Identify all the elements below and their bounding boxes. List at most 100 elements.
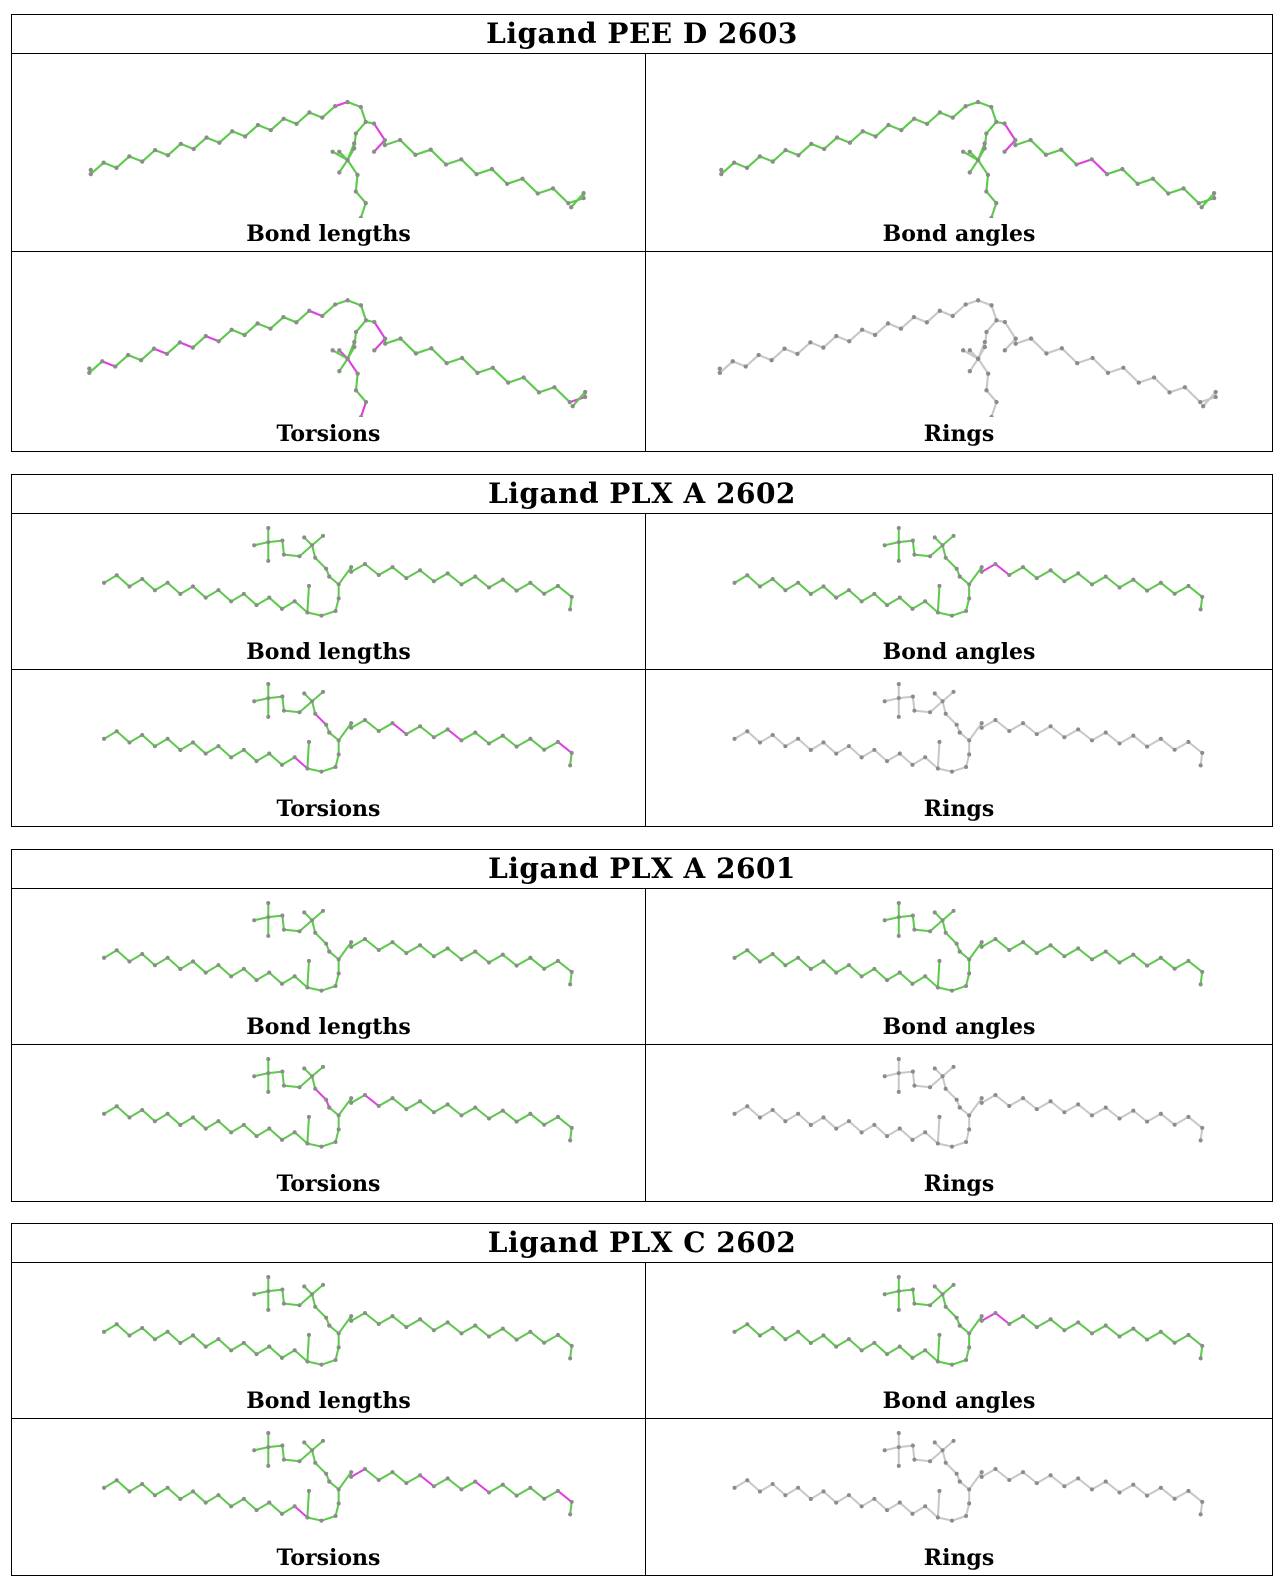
- bond: [1045, 347, 1063, 355]
- bond: [883, 916, 900, 922]
- atom: [555, 739, 560, 744]
- bond: [886, 322, 903, 330]
- atom: [834, 135, 840, 140]
- bond: [886, 752, 901, 763]
- bond: [1200, 192, 1216, 209]
- atom: [967, 752, 972, 757]
- atom: [178, 1122, 183, 1127]
- bond: [944, 556, 958, 570]
- bond: [522, 376, 541, 394]
- bond: [1035, 569, 1052, 580]
- bond: [757, 353, 773, 362]
- bond: [1199, 1500, 1204, 1516]
- bond: [320, 609, 337, 617]
- atom: [770, 1481, 775, 1487]
- bond: [298, 544, 314, 558]
- bond: [784, 149, 800, 157]
- atom: [404, 576, 409, 581]
- atom: [140, 951, 145, 957]
- atom: [418, 1099, 423, 1104]
- bond: [501, 578, 518, 592]
- atom: [745, 1478, 750, 1483]
- bond: [501, 1109, 518, 1123]
- atom: [1145, 963, 1150, 968]
- atom: [178, 1496, 183, 1501]
- bond: [823, 136, 839, 151]
- bond: [1199, 970, 1204, 986]
- molecule-diagram: [732, 1275, 1205, 1367]
- bond: [269, 316, 285, 330]
- bond: [809, 1490, 825, 1500]
- atom: [846, 744, 851, 749]
- atom: [100, 359, 105, 364]
- bond: [985, 190, 998, 205]
- bond: [256, 322, 272, 330]
- atom: [474, 172, 479, 177]
- bond: [515, 1112, 532, 1123]
- atom: [333, 764, 338, 770]
- atom: [732, 955, 737, 960]
- atom: [1103, 1105, 1108, 1110]
- bond: [487, 953, 504, 964]
- bond: [244, 123, 260, 138]
- atom: [217, 140, 222, 145]
- bond: [1063, 947, 1080, 958]
- atom: [964, 1357, 969, 1363]
- atom: [1200, 1125, 1205, 1130]
- bond: [311, 1075, 317, 1090]
- atom: [324, 1097, 329, 1102]
- atom: [821, 740, 826, 745]
- atom: [330, 348, 335, 353]
- atom: [1076, 1476, 1081, 1481]
- atom: [114, 1478, 119, 1483]
- bond: [306, 767, 323, 773]
- bond: [569, 595, 573, 611]
- bond: [311, 1293, 317, 1308]
- bond: [941, 690, 955, 703]
- atom: [949, 769, 954, 774]
- atom: [127, 1115, 132, 1120]
- atom: [371, 121, 377, 126]
- atom: [292, 1504, 297, 1509]
- atom: [568, 1138, 573, 1143]
- bond: [758, 577, 774, 588]
- atom: [783, 1337, 788, 1342]
- atom: [1213, 389, 1218, 395]
- atom: [1048, 1473, 1053, 1478]
- atom: [324, 722, 329, 727]
- bond: [980, 1468, 997, 1478]
- bond: [1063, 572, 1080, 583]
- bond: [985, 173, 990, 193]
- atom: [266, 1445, 271, 1450]
- bond: [898, 1345, 914, 1359]
- atom: [940, 543, 945, 548]
- atom: [896, 540, 901, 545]
- bond: [936, 1115, 941, 1145]
- atom: [872, 591, 877, 596]
- bond: [771, 733, 787, 748]
- atom: [376, 947, 381, 953]
- atom: [964, 983, 969, 989]
- panel-bond-lengths: Bond lengths: [12, 514, 646, 670]
- bond: [256, 123, 272, 132]
- bond: [1173, 740, 1190, 751]
- bond: [346, 299, 363, 307]
- bond: [1063, 1477, 1080, 1488]
- bond: [282, 928, 301, 933]
- bond: [311, 1283, 325, 1296]
- bond: [405, 1474, 422, 1485]
- bond: [306, 959, 310, 989]
- bond: [553, 386, 571, 404]
- atom: [376, 1477, 381, 1483]
- atom: [229, 1130, 234, 1135]
- atom: [732, 580, 737, 585]
- bond: [797, 1112, 812, 1126]
- bond: [293, 1131, 309, 1145]
- bond: [179, 1490, 195, 1500]
- atom: [241, 1122, 246, 1127]
- atom: [500, 1326, 505, 1331]
- atom: [1105, 370, 1111, 376]
- bond: [255, 971, 271, 982]
- atom: [954, 1315, 959, 1320]
- bond: [166, 581, 182, 595]
